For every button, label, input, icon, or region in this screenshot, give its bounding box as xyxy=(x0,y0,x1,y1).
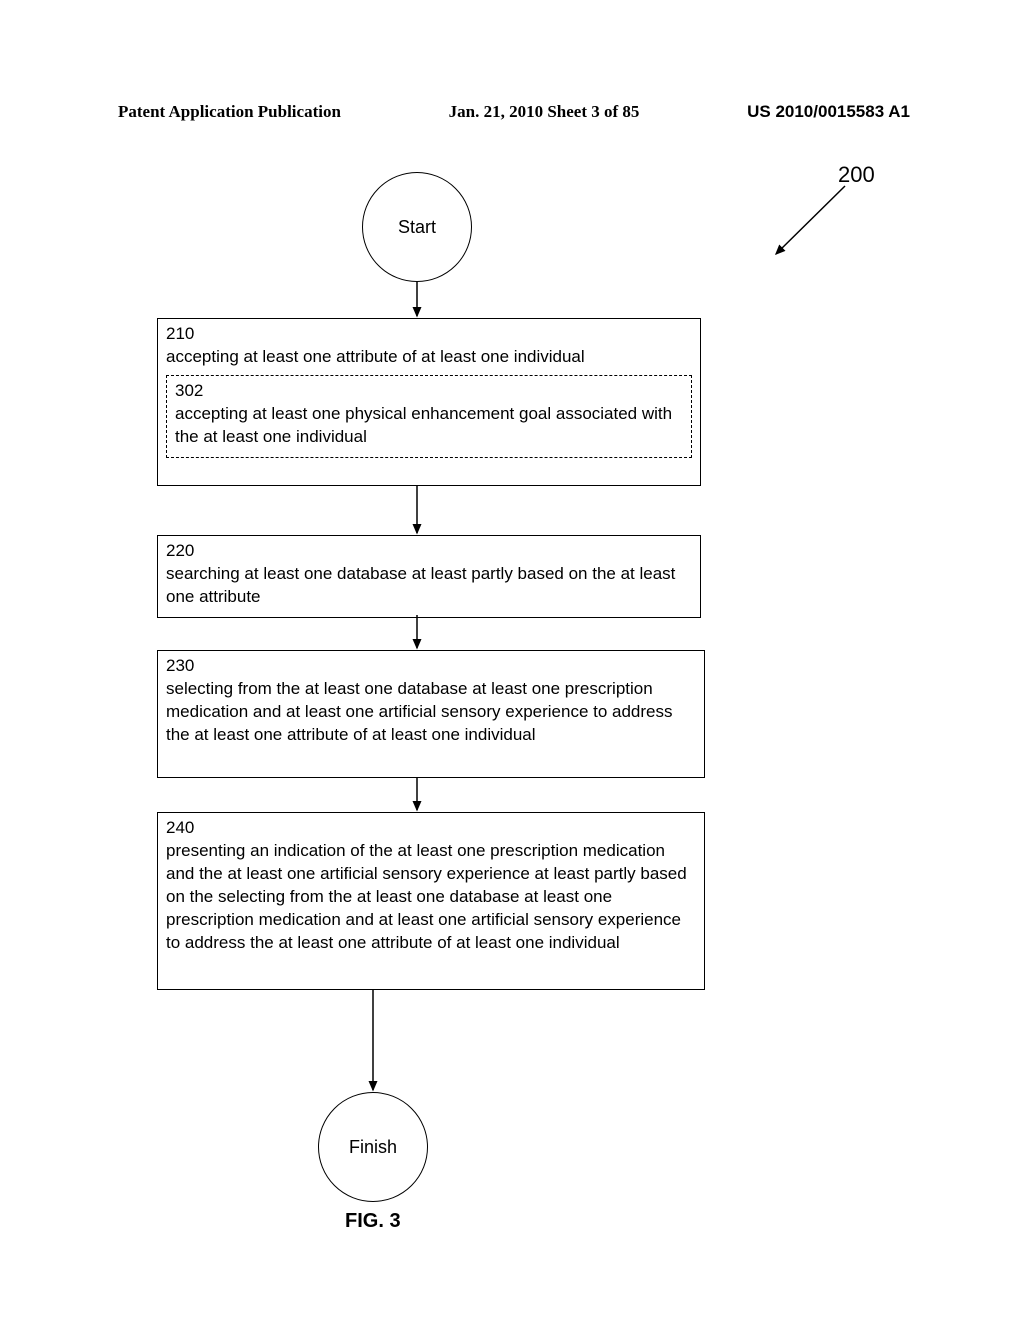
figure-label: FIG. 3 xyxy=(345,1210,401,1233)
flow-arrows xyxy=(0,0,1024,1320)
page: Patent Application Publication Jan. 21, … xyxy=(0,0,1024,1320)
